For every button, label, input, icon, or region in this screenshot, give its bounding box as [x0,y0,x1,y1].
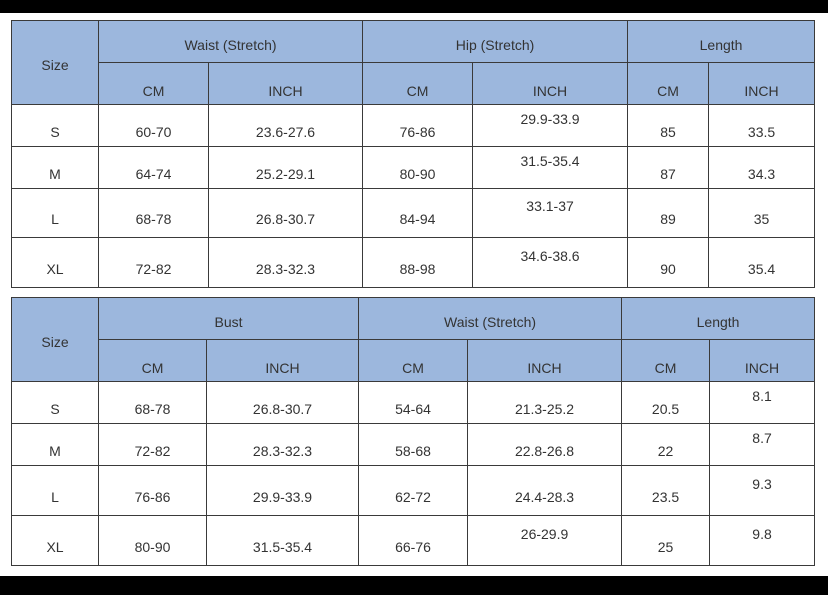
size-cell: XL [11,515,99,566]
table-cell: 20.5 [621,381,711,424]
table-cell: 84-94 [362,188,474,238]
table-row: M 72-82 28.3-32.3 58-68 22.8-26.8 22 8.7 [11,423,816,466]
table-cell: 54-64 [358,381,469,424]
unit-header: CM [362,62,474,105]
table-row: L 76-86 29.9-33.9 62-72 24.4-28.3 23.5 9… [11,465,816,516]
table-cell: 76-86 [362,104,474,147]
table-cell: 68-78 [98,188,209,238]
size-header: Size [11,297,99,382]
table-cell: 34.6-38.6 [472,237,629,288]
table-cell: 76-86 [98,465,207,516]
group-header: Hip (Stretch) [362,20,629,63]
table-cell: 80-90 [362,146,474,189]
table-cell: 28.3-32.3 [205,423,360,466]
group-header-row: Size Waist (Stretch) Hip (Stretch) Lengt… [11,20,816,105]
group-header-row: Size Bust Waist (Stretch) Length [11,297,816,382]
table-cell: 26-29.9 [467,515,623,566]
table-cell: 22.8-26.8 [467,423,623,466]
table-cell: 9.3 [709,465,816,516]
table-separator [0,289,828,295]
table-cell: 31.5-35.4 [205,515,360,566]
unit-header: CM [621,339,711,382]
table-cell: 34.3 [708,146,816,189]
table-row: L 68-78 26.8-30.7 84-94 33.1-37 89 35 [11,188,816,238]
bottom-black-bar [0,576,828,595]
unit-header-row: CM INCH CM INCH CM INCH [12,339,816,382]
table-cell: 33.5 [708,104,816,147]
unit-header: CM [627,62,710,105]
table-cell: 35.4 [708,237,816,288]
unit-header: CM [98,62,209,105]
table-cell: 21.3-25.2 [467,381,623,424]
size-cell: L [11,188,99,238]
table-cell: 60-70 [98,104,209,147]
group-header: Bust [97,297,360,340]
unit-header: CM [98,339,207,382]
unit-header: INCH [467,339,623,382]
table-cell: 80-90 [98,515,207,566]
table-row: S 68-78 26.8-30.7 54-64 21.3-25.2 20.5 8… [11,381,816,424]
table-cell: 9.8 [709,515,816,566]
table-cell: 72-82 [98,237,209,288]
table-cell: 66-76 [358,515,469,566]
table-cell: 89 [627,188,710,238]
table-cell: 90 [627,237,710,288]
table-cell: 33.1-37 [472,188,629,238]
size-chart-table-1: Size Waist (Stretch) Hip (Stretch) Lengt… [11,20,816,288]
unit-header: INCH [472,62,629,105]
table-cell: 58-68 [358,423,469,466]
table-row: S 60-70 23.6-27.6 76-86 29.9-33.9 85 33.… [11,104,816,147]
table-cell: 8.1 [709,381,816,424]
size-header: Size [11,20,99,105]
size-cell: S [11,104,99,147]
table-cell: 64-74 [98,146,209,189]
table-cell: 22 [621,423,711,466]
table-cell: 68-78 [98,381,207,424]
table-cell: 28.3-32.3 [207,237,364,288]
table-cell: 23.6-27.6 [207,104,364,147]
table-cell: 29.9-33.9 [205,465,360,516]
group-header: Waist (Stretch) [97,20,364,63]
unit-header: INCH [207,62,364,105]
size-chart-table-2: Size Bust Waist (Stretch) Length CM INCH… [11,297,816,566]
table-row: M 64-74 25.2-29.1 80-90 31.5-35.4 87 34.… [11,146,816,189]
table-cell: 29.9-33.9 [472,104,629,147]
table-cell: 8.7 [709,423,816,466]
table-cell: 26.8-30.7 [205,381,360,424]
size-cell: M [11,146,99,189]
unit-header: INCH [709,339,816,382]
table-cell: 88-98 [362,237,474,288]
unit-header-row: CM INCH CM INCH CM INCH [12,62,816,105]
group-header: Waist (Stretch) [358,297,623,340]
table-cell: 25.2-29.1 [207,146,364,189]
table-cell: 23.5 [621,465,711,516]
size-cell: M [11,423,99,466]
unit-header: INCH [708,62,816,105]
table-cell: 87 [627,146,710,189]
group-header: Length [621,297,816,340]
table-row: XL 72-82 28.3-32.3 88-98 34.6-38.6 90 35… [11,237,816,288]
table-cell: 31.5-35.4 [472,146,629,189]
unit-header: INCH [205,339,360,382]
size-cell: L [11,465,99,516]
table-cell: 25 [621,515,711,566]
table-cell: 72-82 [98,423,207,466]
table-row: XL 80-90 31.5-35.4 66-76 26-29.9 25 9.8 [11,515,816,566]
table-cell: 62-72 [358,465,469,516]
top-black-bar [0,0,828,13]
table-cell: 35 [708,188,816,238]
size-cell: XL [11,237,99,288]
table-cell: 26.8-30.7 [207,188,364,238]
group-header: Length [627,20,816,63]
table-cell: 24.4-28.3 [467,465,623,516]
size-cell: S [11,381,99,424]
table-cell: 85 [627,104,710,147]
unit-header: CM [358,339,469,382]
